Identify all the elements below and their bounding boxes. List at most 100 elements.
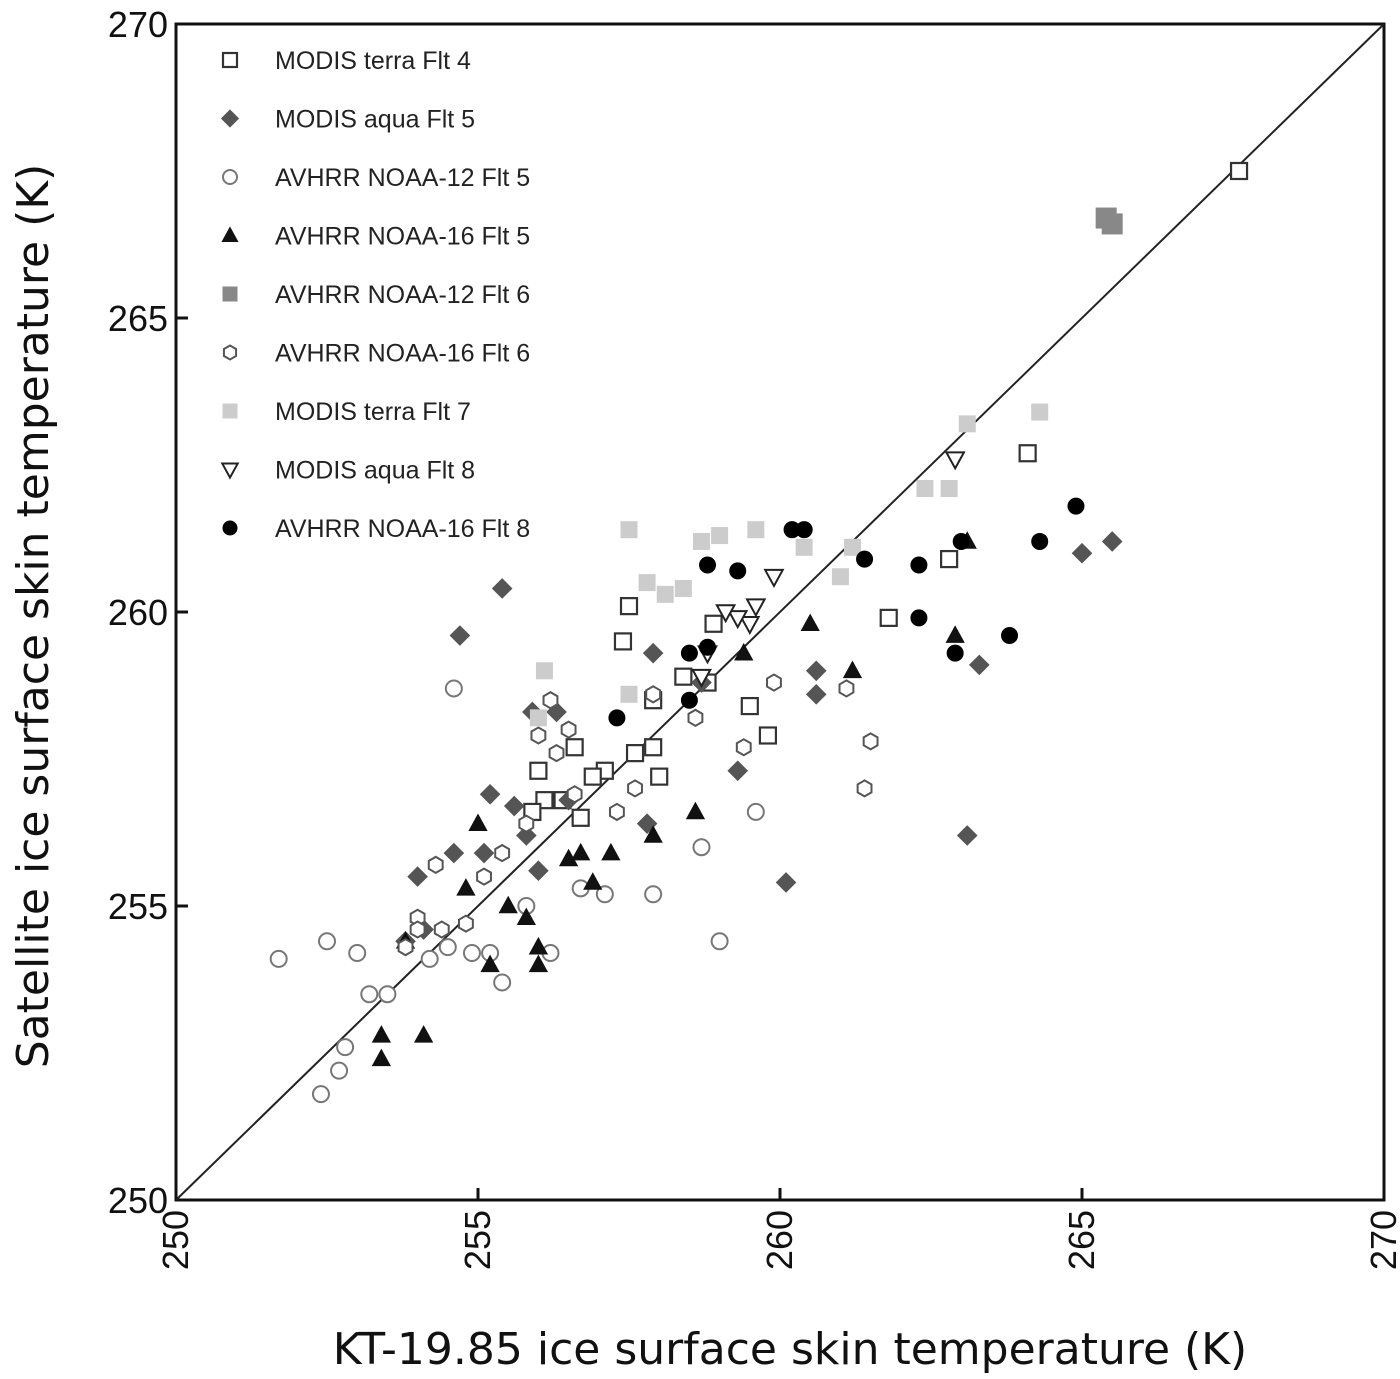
data-point [409,920,426,939]
data-point [516,907,536,926]
data-point [608,709,626,727]
data-point [643,825,663,843]
data-point [1071,542,1093,564]
data-point [595,885,614,904]
data-point [1067,497,1085,515]
data-point [879,608,898,627]
y-tick-label: 255 [108,886,168,927]
data-point [795,538,813,556]
data-point [433,920,450,939]
legend-marker [222,403,238,419]
x-axis-title: KT-19.85 ice surface skin temperature (K… [333,1324,1247,1375]
data-point [946,644,964,662]
data-point [1001,627,1019,645]
data-point [636,813,658,834]
data-point [336,1038,355,1057]
data-point [945,625,965,643]
y-tick-label: 260 [108,592,168,633]
legend-marker [221,226,239,242]
data-point [571,842,591,861]
data-point [371,1048,392,1067]
data-point [438,938,457,957]
data-point [542,691,559,710]
data-point [644,738,663,757]
series-6 [529,403,1049,727]
data-point [843,538,861,556]
data-point [842,660,863,679]
data-point [727,610,749,630]
legend-label: MODIS aqua Flt 8 [275,457,475,485]
legend-marker [222,169,238,185]
data-point [530,726,547,745]
data-point [491,578,513,599]
reference-line-layer [175,23,1385,1201]
data-point [650,767,669,786]
data-point [457,914,474,933]
data-point [746,802,765,821]
data-point [1018,444,1037,463]
data-point [444,679,463,698]
data-point [330,1061,349,1080]
data-point [711,527,729,545]
series-2 [269,679,765,1104]
x-tick-label: 260 [759,1210,800,1270]
data-point [528,860,549,882]
data-point [456,878,476,896]
data-point [427,855,444,874]
data-point [476,867,492,886]
data-point [348,944,367,963]
data-point [838,679,855,698]
data-point [862,732,879,751]
data-point [734,642,754,661]
data-point [619,597,639,616]
data-point [1031,532,1049,550]
data-point [644,885,663,904]
data-point [692,838,711,857]
data-point [766,673,782,692]
series-4 [1095,207,1123,235]
x-tick-label: 250 [155,1210,196,1270]
data-point [498,895,518,914]
data-point [680,691,698,709]
data-point [1229,161,1249,181]
data-point [687,708,704,727]
data-point [473,842,495,864]
data-point [775,872,797,893]
data-point [680,644,698,662]
data-point [565,738,584,757]
data-point [528,954,549,973]
legend-label: MODIS aqua Flt 5 [275,106,475,134]
data-point [620,521,638,539]
data-point [739,615,761,636]
data-point [449,625,471,646]
data-point [378,985,397,1004]
legend-marker [220,462,240,480]
data-point [407,866,428,887]
data-point [910,609,928,627]
data-point [528,936,549,955]
legend-marker [221,51,239,69]
data-point [800,613,820,632]
x-tick-label: 255 [457,1210,498,1270]
data-point [583,767,602,786]
legend: MODIS terra Flt 4 MODIS aqua Flt 5 AVHRR N… [220,47,530,543]
data-point [715,604,737,624]
data-point [952,532,970,550]
data-point [583,872,603,890]
data-point [638,574,656,592]
legend-label: MODIS terra Flt 4 [275,47,471,75]
data-point [566,785,583,804]
legend-marker [222,344,238,361]
data-point [518,814,535,833]
legend-label: AVHRR NOAA-16 Flt 5 [275,223,530,251]
series-8 [608,497,1085,727]
y-axis-title: Satellite ice surface skin temperature (… [8,164,59,1069]
data-point [311,1085,330,1104]
data-point [360,985,379,1004]
axis-ticks: 250 255 260 265 270 250 255 260 265 270 [108,4,1400,1270]
data-point [710,932,729,951]
data-point [548,743,565,763]
data-point [645,685,662,704]
data-point [704,614,723,633]
